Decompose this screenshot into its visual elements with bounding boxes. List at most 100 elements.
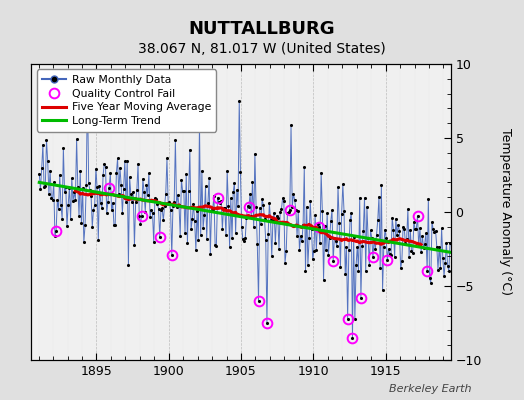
- Point: [220, 205, 228, 211]
- Point: [107, 207, 116, 214]
- Point: [346, 217, 354, 224]
- Point: [272, 212, 281, 219]
- Point: [416, 225, 424, 231]
- Point: [50, 179, 58, 186]
- Point: [176, 232, 184, 239]
- Point: [190, 218, 199, 225]
- Point: [235, 98, 244, 104]
- Point: [391, 215, 400, 222]
- Point: [376, 265, 385, 272]
- Point: [104, 199, 112, 205]
- Point: [89, 206, 97, 213]
- Point: [306, 198, 314, 204]
- Point: [414, 243, 423, 250]
- Point: [188, 216, 196, 223]
- Point: [92, 166, 100, 172]
- Point: [398, 258, 406, 264]
- Point: [181, 230, 189, 236]
- Point: [158, 205, 166, 212]
- Point: [385, 246, 393, 252]
- Point: [62, 184, 70, 190]
- Point: [204, 200, 212, 207]
- Point: [375, 193, 383, 200]
- Point: [40, 184, 48, 190]
- Point: [222, 232, 230, 238]
- Point: [111, 222, 119, 228]
- Point: [425, 274, 434, 281]
- Point: [229, 189, 237, 196]
- Point: [135, 212, 144, 219]
- Point: [402, 236, 411, 242]
- Point: [269, 216, 277, 223]
- Point: [81, 222, 89, 229]
- Point: [234, 202, 242, 209]
- Point: [63, 223, 71, 229]
- Point: [287, 122, 295, 128]
- Point: [307, 226, 315, 232]
- Point: [246, 191, 254, 198]
- Point: [388, 215, 397, 221]
- Point: [451, 244, 459, 250]
- Point: [182, 171, 190, 177]
- Point: [202, 236, 211, 242]
- Point: [144, 192, 152, 198]
- Point: [386, 251, 394, 258]
- Point: [280, 198, 288, 204]
- Point: [334, 184, 342, 190]
- Point: [424, 196, 432, 202]
- Point: [72, 136, 81, 142]
- Point: [146, 214, 154, 220]
- Point: [147, 206, 156, 213]
- Point: [435, 244, 443, 250]
- Point: [374, 217, 382, 223]
- Point: [328, 207, 336, 214]
- Point: [185, 146, 194, 153]
- Point: [452, 288, 460, 295]
- Point: [169, 202, 177, 209]
- Point: [440, 272, 448, 279]
- Point: [172, 204, 181, 210]
- Point: [366, 227, 375, 234]
- Point: [47, 195, 56, 201]
- Point: [51, 233, 59, 240]
- Point: [232, 230, 240, 236]
- Point: [354, 268, 363, 274]
- Point: [70, 189, 79, 196]
- Point: [93, 184, 101, 190]
- Point: [230, 180, 238, 186]
- Point: [80, 239, 88, 246]
- Text: 38.067 N, 81.017 W (United States): 38.067 N, 81.017 W (United States): [138, 42, 386, 56]
- Point: [105, 184, 113, 191]
- Point: [175, 202, 183, 208]
- Point: [270, 210, 278, 216]
- Point: [167, 206, 175, 213]
- Point: [341, 271, 350, 278]
- Point: [382, 235, 390, 241]
- Point: [407, 248, 416, 254]
- Point: [39, 142, 47, 148]
- Point: [318, 208, 326, 214]
- Point: [276, 209, 285, 216]
- Point: [242, 214, 250, 221]
- Point: [85, 187, 94, 194]
- Point: [418, 232, 427, 239]
- Point: [184, 188, 193, 194]
- Point: [179, 188, 187, 194]
- Point: [278, 195, 287, 202]
- Point: [153, 201, 161, 207]
- Point: [264, 231, 272, 238]
- Point: [170, 199, 178, 205]
- Point: [350, 234, 358, 240]
- Point: [336, 264, 345, 270]
- Point: [448, 259, 456, 265]
- Point: [403, 206, 412, 212]
- Point: [436, 264, 444, 271]
- Point: [101, 164, 110, 170]
- Point: [112, 170, 121, 176]
- Point: [201, 183, 210, 190]
- Point: [357, 295, 365, 301]
- Text: Berkeley Earth: Berkeley Earth: [389, 384, 472, 394]
- Point: [431, 228, 440, 234]
- Point: [330, 234, 339, 241]
- Point: [137, 212, 146, 219]
